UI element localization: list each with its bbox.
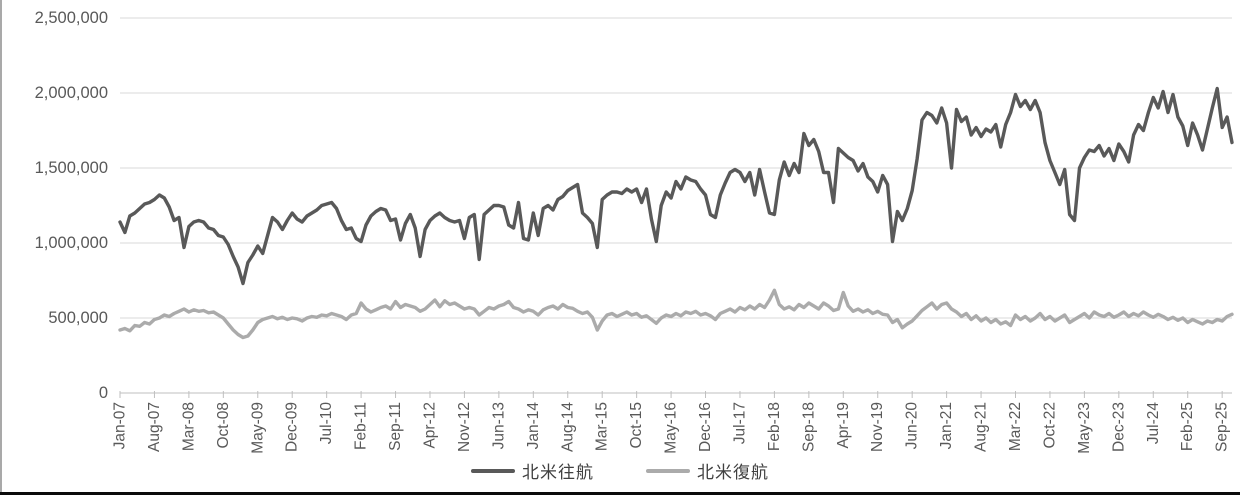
x-axis-label: Dec-09 — [284, 402, 301, 452]
x-axis-label: Mar-08 — [180, 402, 197, 451]
x-axis-label: Aug-07 — [146, 402, 163, 452]
x-axis-label: Feb-18 — [766, 402, 783, 451]
x-axis-label: Apr-12 — [421, 402, 438, 449]
bottom-border-line — [0, 492, 1240, 495]
x-axis-label: Feb-25 — [1179, 402, 1196, 451]
y-axis-label: 1,000,000 — [35, 234, 108, 252]
x-axis-label: Jan-21 — [938, 402, 955, 449]
x-axis-label: Dec-23 — [1110, 402, 1127, 452]
y-axis-label: 2,500,000 — [35, 9, 108, 27]
x-axis-label: Oct-22 — [1041, 402, 1058, 449]
y-axis-label: 500,000 — [48, 309, 108, 327]
left-border-line — [0, 0, 2, 492]
outbound-series-line — [118, 86, 1234, 286]
x-axis-label: Mar-22 — [1007, 402, 1024, 451]
x-axis-label: Aug-21 — [973, 402, 990, 452]
x-axis-label: Jun-13 — [490, 402, 507, 449]
x-axis-label: Jan-07 — [112, 402, 129, 449]
y-axis-label: 2,000,000 — [35, 84, 108, 102]
x-axis-label: Jun-20 — [904, 402, 921, 450]
x-axis-label: Sep-11 — [387, 402, 404, 451]
x-axis-label: Oct-15 — [628, 402, 645, 449]
x-axis-label: Nov-12 — [456, 402, 473, 452]
x-axis-label: Mar-15 — [594, 402, 611, 451]
x-axis-label: Feb-11 — [353, 402, 370, 450]
x-axis-label: Nov-19 — [869, 402, 886, 452]
x-axis-label: Apr-19 — [835, 402, 852, 449]
x-axis-label: Dec-16 — [697, 402, 714, 452]
x-axis-label: May-23 — [1076, 402, 1093, 454]
y-axis-label: 1,500,000 — [35, 159, 108, 177]
x-axis-label: Aug-14 — [559, 402, 576, 452]
y-axis-label: 0 — [99, 384, 108, 402]
x-axis-label: Jul-10 — [318, 402, 335, 445]
x-axis-label: Jul-24 — [1145, 402, 1162, 445]
x-axis-label: May-16 — [663, 402, 680, 454]
return-series-line — [118, 288, 1234, 340]
x-axis-label: Sep-18 — [800, 402, 817, 452]
x-axis-label: Jan-14 — [525, 402, 542, 450]
x-axis-label: May-09 — [249, 402, 266, 454]
x-axis-label: Sep-25 — [1214, 402, 1231, 452]
x-axis-label: Jul-17 — [731, 402, 748, 444]
x-axis-label: Oct-08 — [215, 402, 232, 449]
